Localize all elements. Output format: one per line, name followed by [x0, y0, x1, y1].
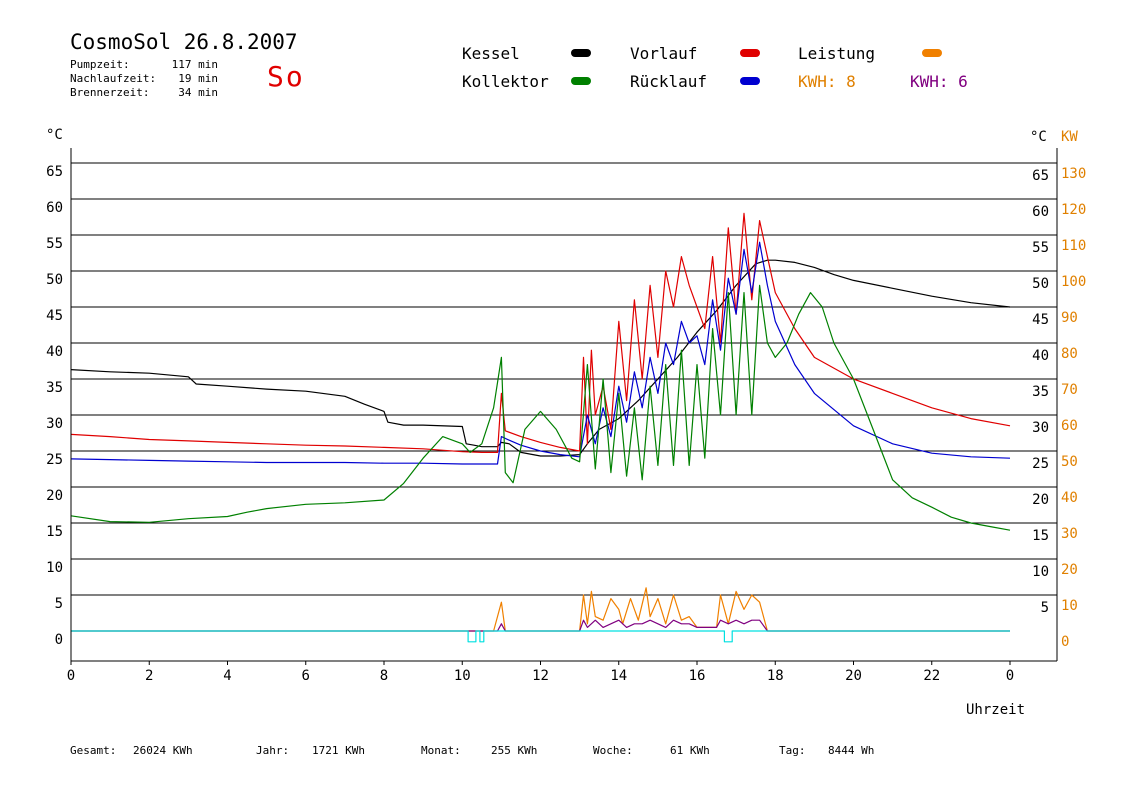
footer-woche-value: 61 KWh	[670, 744, 710, 757]
y-tick-right-power-110: 110	[1061, 238, 1086, 254]
stat-pumpzeit-label: Pumpzeit:	[70, 58, 130, 71]
x-tick-label-6: 12	[532, 668, 549, 684]
x-tick-label-0: 0	[67, 668, 75, 684]
x-axis-label: Uhrzeit	[966, 702, 1025, 718]
legend-vorlauf-swatch	[740, 49, 760, 57]
stat-nachlaufzeit-value: 19 min	[178, 72, 218, 85]
y-tick-right-power-90: 90	[1061, 310, 1078, 326]
y-tick-right-temp-35: 35	[1032, 384, 1049, 400]
legend-ruecklauf-label: Rücklauf	[630, 72, 708, 91]
series-line-1	[70, 212, 1011, 453]
x-tick-label-1: 2	[145, 668, 153, 684]
legend-kwh-secondary: KWH: 6	[910, 72, 968, 91]
y-tick-left-35: 35	[46, 380, 63, 396]
stat-nachlaufzeit-label: Nachlaufzeit:	[70, 72, 157, 85]
x-tick-label-9: 18	[767, 668, 784, 684]
x-tick-label-3: 6	[302, 668, 310, 684]
y-tick-right-temp-50: 50	[1032, 276, 1049, 292]
y-tick-right-power-50: 50	[1061, 454, 1078, 470]
y-tick-right-power-130: 130	[1061, 166, 1086, 182]
right-axis-unit-power: KW	[1061, 129, 1078, 145]
y-tick-right-temp-10: 10	[1032, 564, 1049, 580]
weekday-label: So	[267, 60, 305, 93]
y-tick-right-power-30: 30	[1061, 526, 1078, 542]
chart-title: CosmoSol 26.8.2007	[70, 30, 298, 54]
y-tick-right-power-0: 0	[1061, 634, 1069, 650]
y-tick-right-temp-65: 65	[1032, 168, 1049, 184]
y-tick-left-0: 0	[55, 632, 63, 648]
stat-pumpzeit-value: 117 min	[171, 58, 218, 71]
series-line-6	[71, 630, 1010, 643]
left-axis-unit: °C	[46, 127, 63, 143]
legend-kollektor-swatch	[571, 77, 591, 85]
y-tick-left-55: 55	[46, 236, 63, 252]
series-line-4	[71, 587, 1010, 632]
y-tick-right-power-60: 60	[1061, 418, 1078, 434]
footer-monat-value: 255 KWh	[491, 744, 538, 757]
legend-kessel-label: Kessel	[462, 44, 520, 63]
y-tick-left-60: 60	[46, 200, 63, 216]
legend-leistung-label: Leistung	[798, 44, 876, 63]
footer-jahr-label: Jahr:	[256, 744, 290, 757]
footer-jahr-value: 1721 KWh	[312, 744, 365, 757]
legend-kollektor-label: Kollektor	[462, 72, 549, 91]
y-tick-left-10: 10	[46, 560, 63, 576]
y-tick-left-50: 50	[46, 272, 63, 288]
legend-kwh-leistung: KWH: 8	[798, 72, 856, 91]
x-tick-label-10: 20	[845, 668, 862, 684]
legend-leistung-swatch	[922, 49, 942, 57]
y-tick-left-20: 20	[46, 488, 63, 504]
x-tick-label-2: 4	[223, 668, 231, 684]
y-tick-left-5: 5	[55, 596, 63, 612]
x-tick-label-8: 16	[689, 668, 706, 684]
series-line-2	[70, 241, 1011, 465]
series-line-0	[70, 259, 1011, 457]
y-tick-right-temp-60: 60	[1032, 204, 1049, 220]
y-tick-left-40: 40	[46, 344, 63, 360]
y-tick-right-power-100: 100	[1061, 274, 1086, 290]
y-tick-right-power-120: 120	[1061, 202, 1086, 218]
y-tick-right-temp-20: 20	[1032, 492, 1049, 508]
x-tick-label-12: 0	[1006, 668, 1014, 684]
y-tick-right-power-10: 10	[1061, 598, 1078, 614]
series-line-3	[70, 284, 1011, 531]
legend-kessel-swatch	[571, 49, 591, 57]
x-tick-label-11: 22	[923, 668, 940, 684]
y-tick-right-temp-55: 55	[1032, 240, 1049, 256]
stat-brennerzeit-label: Brennerzeit:	[70, 86, 150, 99]
y-tick-right-power-40: 40	[1061, 490, 1078, 506]
stat-brennerzeit-value: 34 min	[178, 86, 218, 99]
y-tick-right-temp-25: 25	[1032, 456, 1049, 472]
x-tick-label-4: 8	[380, 668, 388, 684]
y-tick-right-temp-40: 40	[1032, 348, 1049, 364]
footer-monat-label: Monat:	[421, 744, 461, 757]
footer-woche-label: Woche:	[593, 744, 633, 757]
y-tick-right-temp-30: 30	[1032, 420, 1049, 436]
footer-tag-label: Tag:	[779, 744, 806, 757]
y-tick-left-25: 25	[46, 452, 63, 468]
y-tick-right-power-20: 20	[1061, 562, 1078, 578]
x-tick-label-5: 10	[454, 668, 471, 684]
legend-ruecklauf-swatch	[740, 77, 760, 85]
y-tick-right-power-70: 70	[1061, 382, 1078, 398]
footer-gesamt-label: Gesamt:	[70, 744, 117, 757]
footer-gesamt-value: 26024 KWh	[133, 744, 193, 757]
x-tick-label-7: 14	[610, 668, 627, 684]
series-line-5	[71, 619, 1010, 632]
legend-vorlauf-label: Vorlauf	[630, 44, 698, 63]
y-tick-left-30: 30	[46, 416, 63, 432]
y-tick-right-temp-5: 5	[1041, 600, 1049, 616]
footer-tag-value: 8444 Wh	[828, 744, 875, 757]
y-tick-left-15: 15	[46, 524, 63, 540]
y-tick-right-power-80: 80	[1061, 346, 1078, 362]
y-tick-left-65: 65	[46, 164, 63, 180]
right-axis-unit-temp: °C	[1030, 129, 1047, 145]
y-tick-right-temp-45: 45	[1032, 312, 1049, 328]
y-tick-left-45: 45	[46, 308, 63, 324]
y-tick-right-temp-15: 15	[1032, 528, 1049, 544]
